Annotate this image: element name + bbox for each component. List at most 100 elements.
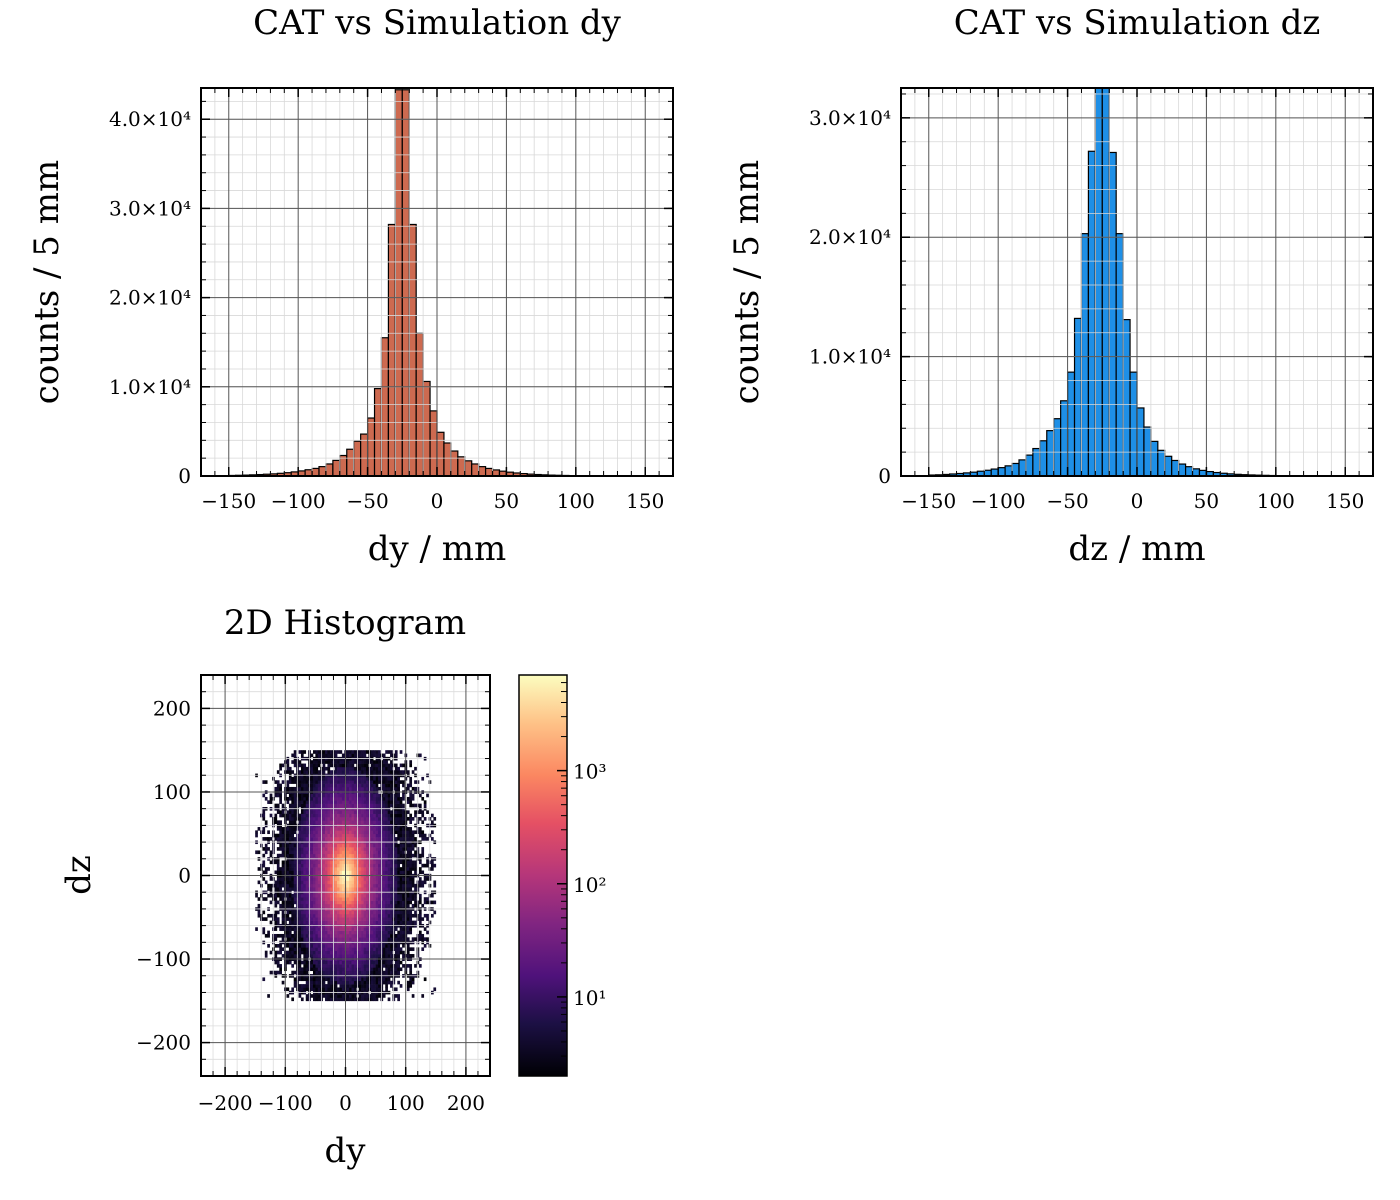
heatmap-cell xyxy=(315,750,319,754)
heatmap-cell xyxy=(409,984,413,988)
heatmap-cell xyxy=(325,877,328,881)
heatmap-cell xyxy=(390,970,393,975)
heatmap-cell xyxy=(385,987,388,992)
heatmap-cell xyxy=(322,847,326,851)
heatmap-cell xyxy=(337,900,340,905)
heatmap-cell xyxy=(382,903,386,908)
heatmap-cell xyxy=(267,883,270,888)
heatmap-cell xyxy=(399,837,403,841)
heatmap-cell xyxy=(353,786,357,791)
heatmap-cell xyxy=(322,860,326,865)
heatmap-cell xyxy=(382,753,386,758)
heatmap-cell xyxy=(373,843,376,848)
heatmap-cell xyxy=(346,903,350,908)
heatmap-cell xyxy=(361,827,364,831)
heatmap-cell xyxy=(317,887,321,891)
heatmap-cell xyxy=(262,793,266,798)
heatmap-cell xyxy=(303,837,307,841)
heatmap-cell xyxy=(375,964,379,968)
heatmap-cell xyxy=(298,820,302,825)
heatmap-cell xyxy=(327,917,331,921)
heatmap-cell xyxy=(341,897,345,901)
heatmap-cell xyxy=(382,964,386,968)
heatmap-cell xyxy=(351,870,355,875)
heatmap-cell xyxy=(327,820,331,825)
heatmap-cell xyxy=(317,776,321,781)
heatmap-cell xyxy=(310,944,314,948)
heatmap-cell xyxy=(269,800,273,804)
heatmap-cell xyxy=(315,827,319,831)
heatmap-cell xyxy=(312,900,316,905)
heatmap-cell xyxy=(365,827,369,831)
heatmap-cell xyxy=(402,780,405,784)
heatmap-cell xyxy=(293,860,297,865)
heatmap-cell xyxy=(339,860,343,865)
heatmap-cell xyxy=(329,897,333,901)
heatmap-cell xyxy=(322,937,326,941)
heatmap-cell xyxy=(276,770,280,774)
heatmap-cell xyxy=(346,770,350,774)
heatmap-cell xyxy=(298,880,302,885)
heatmap-cell xyxy=(276,827,280,831)
heatmap-cell xyxy=(291,903,295,908)
heatmap-cell xyxy=(264,954,268,958)
heatmap-cell xyxy=(378,847,381,851)
heatmap-cell xyxy=(382,947,386,951)
heatmap-cell xyxy=(334,893,338,898)
heatmap-cell xyxy=(346,947,350,951)
heatmap-cell xyxy=(315,897,319,901)
heatmap-cell xyxy=(353,760,357,764)
heatmap-cell xyxy=(414,780,417,784)
heatmap-cell xyxy=(298,933,302,938)
bar xyxy=(1115,233,1124,477)
heatmap-cell xyxy=(341,937,345,941)
heatmap-cell xyxy=(315,987,319,992)
heatmap-cell xyxy=(358,853,362,858)
heatmap-cell xyxy=(390,947,393,951)
heatmap-cell xyxy=(397,920,400,925)
heatmap-cell xyxy=(373,970,376,975)
heatmap-cell xyxy=(337,933,340,938)
heatmap-cell xyxy=(414,897,417,901)
heatmap-cell xyxy=(411,770,415,774)
heatmap-cell xyxy=(322,903,326,908)
heatmap-cell xyxy=(411,803,415,808)
heatmap-cell xyxy=(378,917,381,921)
heatmap-cell xyxy=(370,766,374,771)
heatmap-cell xyxy=(305,964,309,968)
heatmap-cell xyxy=(397,796,400,801)
heatmap-cell xyxy=(339,750,343,754)
heatmap-cell xyxy=(361,994,364,998)
heatmap-cell xyxy=(315,997,319,1002)
heatmap-cell xyxy=(264,950,268,955)
heatmap-cell xyxy=(312,977,316,982)
heatmap-cell xyxy=(370,780,374,784)
heatmap-cell xyxy=(279,843,282,848)
heatmap-cell xyxy=(349,937,352,941)
heatmap-cell xyxy=(317,770,321,774)
heatmap-cell xyxy=(293,910,297,915)
heatmap-cell xyxy=(382,917,386,921)
heatmap-cell xyxy=(276,880,280,885)
heatmap-cell xyxy=(281,827,285,831)
heatmap-cell xyxy=(370,867,374,871)
heatmap-cell xyxy=(378,750,381,754)
heatmap-cell xyxy=(334,987,338,992)
heatmap-cell xyxy=(298,847,302,851)
heatmap-cell xyxy=(363,817,367,821)
heatmap-cell xyxy=(291,813,295,818)
heatmap-cell xyxy=(423,944,427,948)
heatmap-cell xyxy=(305,967,309,972)
heatmap-cell xyxy=(365,913,369,918)
heatmap-cell xyxy=(378,837,381,841)
heatmap-cell xyxy=(346,920,350,925)
heatmap-cell xyxy=(300,860,304,865)
heatmap-cell xyxy=(312,763,316,768)
heatmap-cell xyxy=(406,984,410,988)
heatmap-cell xyxy=(418,937,422,941)
heatmap-cell xyxy=(378,947,381,951)
heatmap-cell xyxy=(279,944,282,948)
heatmap-cell xyxy=(353,796,357,801)
heatmap-cell xyxy=(370,893,374,898)
heatmap-cell xyxy=(358,977,362,982)
